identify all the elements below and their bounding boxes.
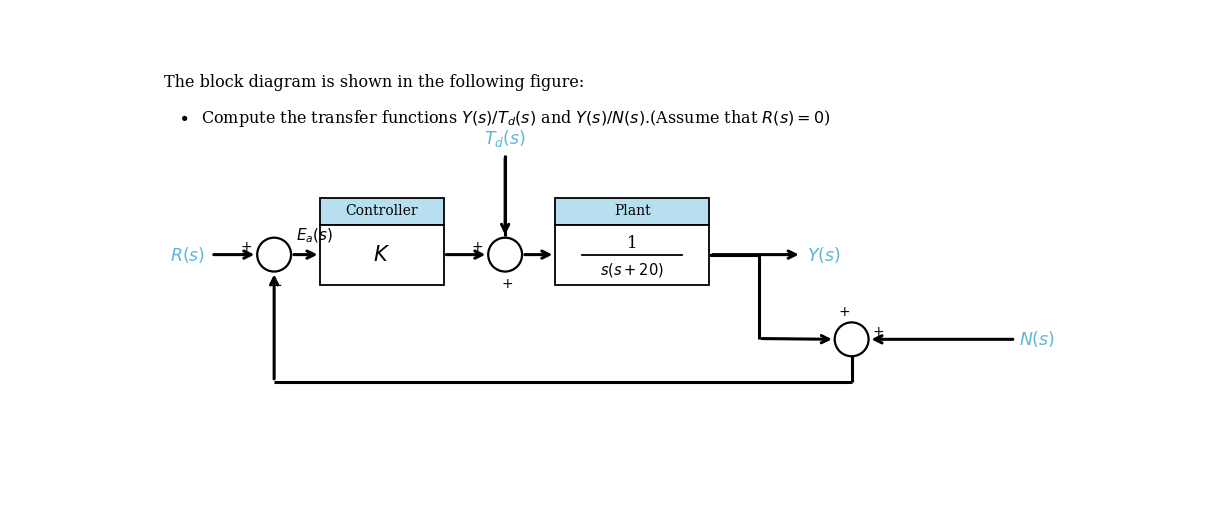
Text: 1: 1 [626,235,637,253]
Bar [555,225,709,285]
Text: $N(s)$: $N(s)$ [1019,329,1055,350]
Text: $+$: $+$ [239,240,251,254]
Text: $s(s + 20)$: $s(s + 20)$ [600,261,664,279]
Text: Compute the transfer functions $Y(s)/T_d(s)$ and $Y(s)/N(s)$.(Assume that $R(s) : Compute the transfer functions $Y(s)/T_d… [202,108,830,129]
Text: $K$: $K$ [374,245,391,265]
Text: $R(s)$: $R(s)$ [170,245,205,265]
Text: Controller: Controller [346,204,419,218]
Text: Plant: Plant [614,204,651,218]
Bar [555,198,709,225]
Text: $+$: $+$ [471,240,483,254]
Text: $+$: $+$ [500,277,512,291]
Text: $T_d(s)$: $T_d(s)$ [484,128,526,149]
Text: $+$: $+$ [872,324,884,339]
Text: $\bullet$: $\bullet$ [178,108,188,126]
Circle shape [835,322,868,356]
Circle shape [257,238,291,271]
Bar [320,225,443,285]
Text: The block diagram is shown in the following figure:: The block diagram is shown in the follow… [164,74,584,91]
Text: $-$: $-$ [270,277,282,291]
Bar [320,198,443,225]
Text: $Y(s)$: $Y(s)$ [807,245,840,265]
Text: $E_a(s)$: $E_a(s)$ [296,226,333,245]
Circle shape [488,238,522,271]
Text: $+$: $+$ [838,305,850,319]
